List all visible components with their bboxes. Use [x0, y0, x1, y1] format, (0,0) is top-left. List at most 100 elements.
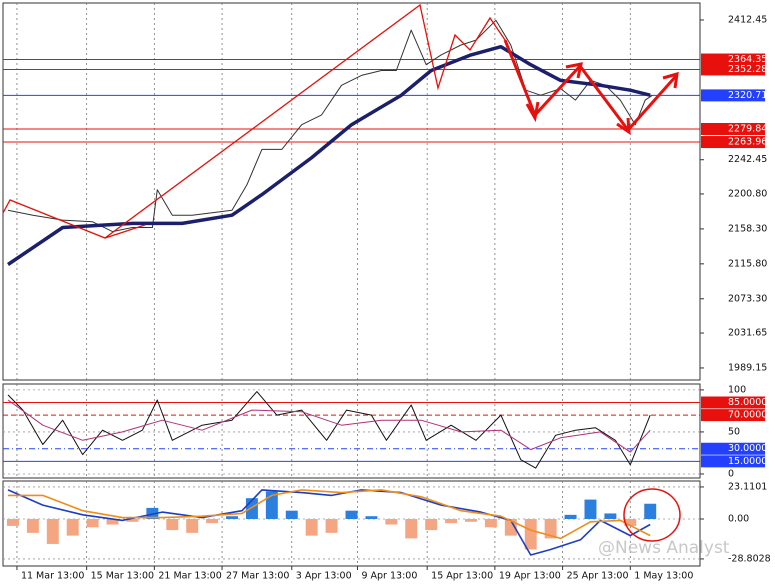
histogram-bar — [604, 513, 617, 519]
level-label-box — [701, 136, 765, 149]
arrow-head — [616, 117, 631, 135]
level-label: 2352.28 — [728, 64, 767, 75]
histogram-bar — [106, 518, 119, 525]
y-tick-label: 0 — [728, 468, 734, 479]
histogram-bar — [325, 518, 338, 533]
y-tick-label: 2073.30 — [728, 293, 767, 304]
histogram-bar — [126, 518, 139, 522]
watermark: @News Analyst — [598, 538, 730, 558]
arrow-head — [565, 62, 583, 79]
level-label-box — [701, 63, 765, 76]
x-tick-label: 3 Apr 13:00 — [296, 571, 352, 582]
level-label-box — [701, 409, 765, 422]
level-label-box — [701, 396, 765, 409]
histogram-bar — [305, 518, 318, 536]
y-tick-label: 2200.80 — [728, 188, 767, 199]
arrow — [533, 64, 582, 117]
level-label-box — [701, 455, 765, 468]
panel-frame — [2, 383, 701, 479]
histogram-bar — [285, 510, 298, 519]
level-label-box — [701, 53, 765, 66]
x-tick-label: 21 Mar 13:00 — [158, 571, 221, 582]
histogram-bar — [484, 518, 497, 528]
panel: 2412.45 2242.45 2200.80 2158.30 2115.80 2073.… — [2, 2, 767, 381]
arrow-head — [662, 71, 679, 89]
x-tick-label: 15 Apr 13:00 — [431, 571, 493, 582]
histogram-bar — [445, 518, 458, 524]
y-tick-label: 23.1101 — [728, 481, 767, 492]
series-line — [8, 489, 651, 540]
series-line — [7, 19, 653, 233]
x-tick-label: 11 Mar 13:00 — [21, 571, 84, 582]
histogram-bar — [524, 518, 537, 550]
arrow — [578, 65, 630, 131]
level-label: 85.0000 — [728, 397, 767, 408]
arrow — [626, 75, 678, 131]
y-tick-label: 100 — [728, 384, 746, 395]
arrow — [503, 39, 537, 116]
level-label: 2320.71 — [728, 90, 767, 101]
level-label-box — [701, 89, 765, 102]
trend-annotations — [2, 3, 506, 239]
level-label: 15.0000 — [728, 456, 767, 467]
histogram-bar — [425, 518, 438, 531]
histogram-bar — [206, 518, 219, 524]
histogram-bar — [365, 516, 378, 519]
histogram-bar — [186, 518, 199, 533]
level-label: 30.0000 — [728, 443, 767, 454]
x-tick-label: 15 Mar 13:00 — [91, 571, 154, 582]
panel: 100 50 0 85.0000 70.0000 30.0000 15.0000 — [2, 383, 767, 479]
histogram-bar — [66, 518, 79, 536]
histogram-bar — [405, 518, 418, 539]
level-label: 2279.84 — [728, 123, 767, 134]
panel: 23.1101 0.00 -28.8028 11 Mar 13:00 15 Mar 13… — [2, 480, 771, 582]
y-tick-label: 2242.45 — [728, 154, 767, 165]
histogram-bar — [584, 499, 597, 519]
trend-line — [104, 3, 506, 239]
highlight-circle — [623, 488, 681, 542]
histogram-bar — [644, 503, 657, 519]
histogram-bar — [46, 518, 59, 544]
arrows — [503, 39, 679, 135]
y-tick-label: 2115.80 — [728, 258, 767, 269]
histogram-bar — [465, 518, 477, 522]
histogram-bar — [86, 518, 99, 528]
x-tick-label: 19 Apr 13:00 — [499, 571, 561, 582]
y-tick-label: 0.00 — [728, 513, 749, 524]
histogram-bar — [564, 514, 577, 519]
level-label: 2263.96 — [728, 137, 767, 148]
arrow-head — [525, 101, 540, 123]
histogram-bar — [226, 516, 238, 519]
x-tick-label: 27 Mar 13:00 — [226, 571, 289, 582]
y-tick-label: -28.8028 — [728, 553, 771, 564]
histogram-bar — [345, 510, 358, 519]
x-tick-label: 9 Apr 13:00 — [361, 571, 417, 582]
y-tick-label: 2158.30 — [728, 223, 767, 234]
panel-frame — [2, 480, 701, 567]
series-line — [7, 44, 651, 266]
level-label: 2364.35 — [728, 54, 767, 65]
histogram-bar — [166, 518, 179, 531]
level-label-box — [701, 442, 765, 455]
histogram-bar — [624, 518, 637, 526]
histogram-bar — [544, 518, 557, 539]
panel-frame — [2, 2, 701, 381]
histogram-bar — [504, 518, 517, 536]
histogram-bar — [6, 518, 19, 526]
series-line — [7, 399, 651, 453]
zigzag — [2, 199, 146, 239]
level-label: 70.0000 — [728, 410, 767, 421]
histogram-bar — [26, 518, 39, 533]
histogram-bar — [245, 498, 258, 519]
x-tick-label: 1 May 13:00 — [634, 571, 693, 582]
y-tick-label: 2031.65 — [728, 328, 767, 339]
x-tick-label: 25 Apr 13:00 — [567, 571, 629, 582]
histogram-bar — [385, 518, 398, 525]
y-tick-label: 1989.15 — [728, 362, 767, 373]
histogram-bar — [265, 491, 278, 519]
y-tick-label: 50 — [728, 426, 740, 437]
level-label-box — [701, 122, 765, 135]
